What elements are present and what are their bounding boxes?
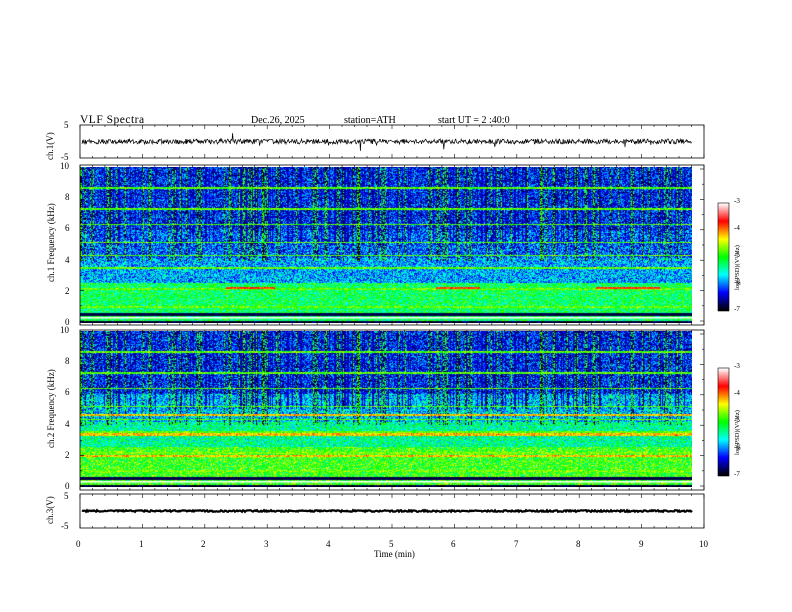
xtick-10: 10 (699, 539, 708, 549)
ch2-spec-ytick-8: 8 (65, 356, 70, 366)
cb2-tick-m4: -4 (734, 389, 740, 397)
chart-title: VLF Spectra (80, 114, 145, 126)
cb2-tick-m7: -7 (734, 470, 740, 478)
ch2-spec-ytick-6: 6 (65, 387, 70, 397)
ch2-spectrogram-frame (79, 329, 705, 491)
ch2-spec-ytick-10: 10 (60, 325, 69, 335)
cb1-frame (717, 202, 730, 312)
xtick-1: 1 (139, 539, 144, 549)
cb2-frame (717, 367, 730, 477)
cb2-tick-m5: -5 (734, 416, 740, 424)
cb1-tick-m4: -4 (734, 224, 740, 232)
ch1-wave-ytick-bottom: -5 (61, 152, 69, 162)
ch3-wave-ytick-top: 5 (64, 491, 69, 501)
ch1-spec-ytick-10: 10 (60, 161, 69, 171)
ch1-spectrogram-ylabel: ch.1 Frequency (kHz) (46, 203, 57, 282)
xtick-3: 3 (264, 539, 269, 549)
xtick-0: 0 (76, 539, 81, 549)
cb1-tick-m3: -3 (734, 197, 740, 205)
ch2-spectrogram-ylabel: ch.2 Frequency (kHz) (46, 369, 57, 448)
ch3-waveform-ylabel: ch.3(V) (45, 496, 55, 524)
ch1-waveform-frame (79, 124, 705, 159)
ch3-waveform-trace (81, 508, 693, 514)
ch1-spec-ytick-0: 0 (65, 317, 70, 327)
cb2-tick-m3: -3 (734, 362, 740, 370)
start-time-label: start UT = 2 :40:0 (438, 115, 510, 126)
ch1-colorbar (718, 203, 729, 311)
xtick-9: 9 (639, 539, 644, 549)
ch1-waveform-trace (81, 133, 692, 151)
ch1-spectrogram-frame (79, 164, 705, 326)
xtick-6: 6 (451, 539, 456, 549)
ch1-spectrogram-ylabel-text: ch.1 Frequency (kHz) (46, 203, 56, 282)
ch2-spec-ytick-0: 0 (65, 481, 70, 491)
ch2-spec-ytick-2: 2 (65, 450, 70, 460)
xtick-2: 2 (201, 539, 206, 549)
xtick-8: 8 (576, 539, 581, 549)
cb1-tick-m6: -6 (734, 278, 740, 286)
ch1-spectrogram-image (80, 167, 692, 323)
cb2-tick-m6: -6 (734, 443, 740, 451)
ch1-spec-ytick-4: 4 (65, 255, 70, 265)
date-label: Dec.26, 2025 (251, 115, 305, 126)
ch1-waveform-ylabel: ch.1(V) (45, 132, 55, 160)
ch2-spectrogram-ylabel-text: ch.2 Frequency (kHz) (46, 369, 56, 448)
ch2-spec-ytick-4: 4 (65, 419, 70, 429)
xtick-5: 5 (389, 539, 394, 549)
xtick-4: 4 (326, 539, 331, 549)
xtick-7: 7 (514, 539, 519, 549)
x-axis-label: Time (min) (374, 549, 415, 559)
ch2-spectrogram-image (80, 331, 692, 487)
ch1-wave-ytick-top: 5 (64, 120, 69, 130)
ch1-spec-ytick-6: 6 (65, 223, 70, 233)
ch1-spec-ytick-2: 2 (65, 286, 70, 296)
ch2-colorbar (718, 368, 729, 476)
cb1-tick-m7: -7 (734, 305, 740, 313)
ch1-spec-ytick-8: 8 (65, 192, 70, 202)
cb1-tick-m5: -5 (734, 251, 740, 259)
ch3-wave-ytick-bottom: -5 (61, 521, 69, 531)
station-label: station=ATH (344, 115, 396, 126)
